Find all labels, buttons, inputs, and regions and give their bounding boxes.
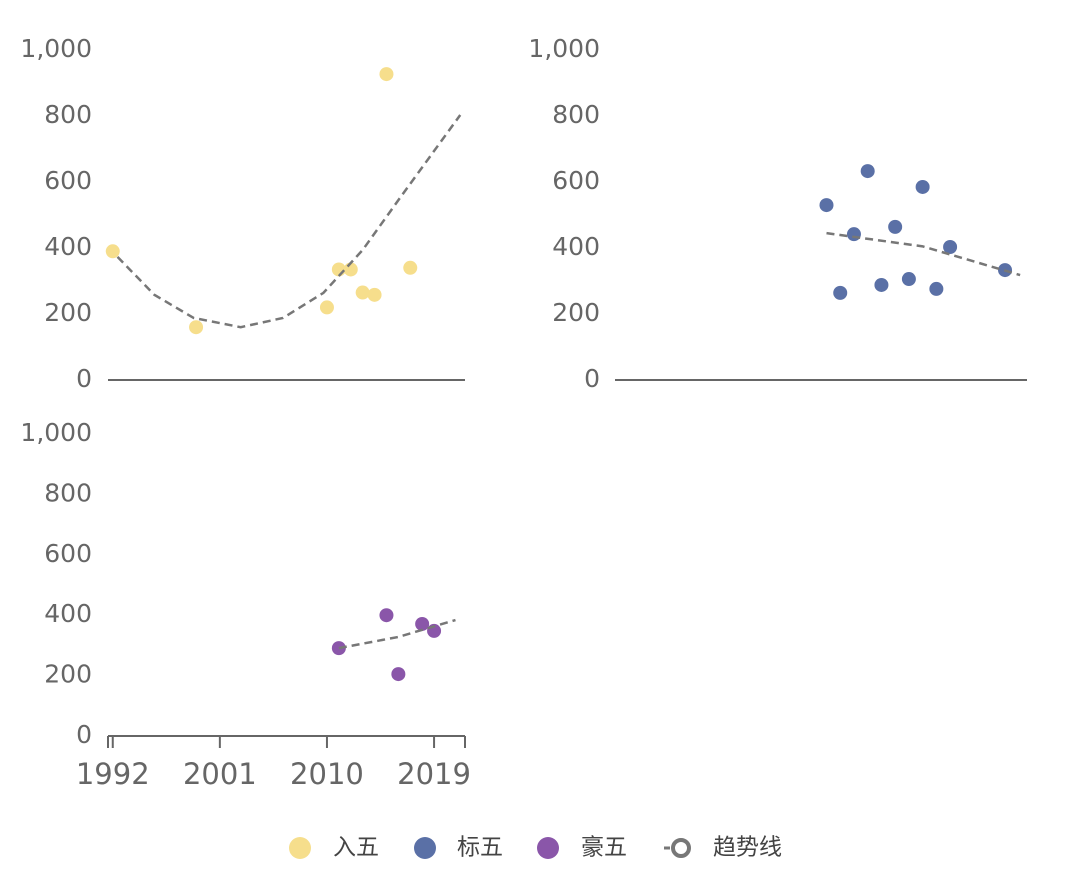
scatter-point [379,67,394,82]
scatter-point [319,300,334,315]
y-tick-label: 400 [44,232,92,261]
legend-label: 趋势线 [713,835,782,861]
scatter-point [403,260,418,275]
legend-label: 入五 [333,835,379,861]
legend-label: 标五 [457,835,503,861]
y-tick-label: 600 [44,166,92,195]
y-tick-label: 800 [44,478,92,507]
scatter-point [189,320,204,335]
y-tick-label: 200 [44,660,92,689]
legend: 入五 标五 豪五 趋势线 [289,835,782,861]
legend-swatch [671,838,691,858]
y-tick-label: 1,000 [528,34,600,63]
scatter-point [874,277,889,292]
scatter-point [888,219,903,234]
scatter-point [943,240,958,255]
y-tick-label: 600 [552,166,600,195]
y-tick-label: 400 [552,232,600,261]
trend-line [338,618,456,650]
scatter-point [105,244,120,259]
y-tick-label: 0 [76,720,92,749]
scatter-point [379,608,394,623]
scatter-point [929,281,944,296]
x-tick-label: 1992 [76,757,150,791]
y-tick-label: 200 [552,298,600,327]
scatter-point [355,285,370,300]
legend-label: 豪五 [581,835,627,861]
y-tick-label: 1,000 [20,418,92,447]
x-tick-label: 2001 [183,757,257,791]
y-tick-label: 0 [584,364,600,393]
y-tick-label: 800 [552,100,600,129]
trend-line [826,231,1021,277]
y-tick-label: 800 [44,100,92,129]
scatter-point [860,164,875,179]
y-tick-label: 600 [44,539,92,568]
scatter-point [901,272,916,287]
legend-swatch [414,837,436,859]
legend-swatch [537,837,559,859]
scatter-point [915,179,930,194]
trend-line [116,114,462,329]
scatter-point [819,198,834,213]
y-tick-label: 200 [44,298,92,327]
scatter-point [391,667,406,682]
x-tick-label: 2010 [290,757,364,791]
scatter-point [367,287,382,302]
y-tick-label: 400 [44,599,92,628]
scatter-point [833,285,848,300]
x-tick-label: 2019 [397,757,471,791]
legend-swatch [289,837,311,859]
y-tick-label: 0 [76,364,92,393]
scatter-point [846,227,861,242]
scatter-point [415,616,430,631]
y-tick-label: 1,000 [20,34,92,63]
